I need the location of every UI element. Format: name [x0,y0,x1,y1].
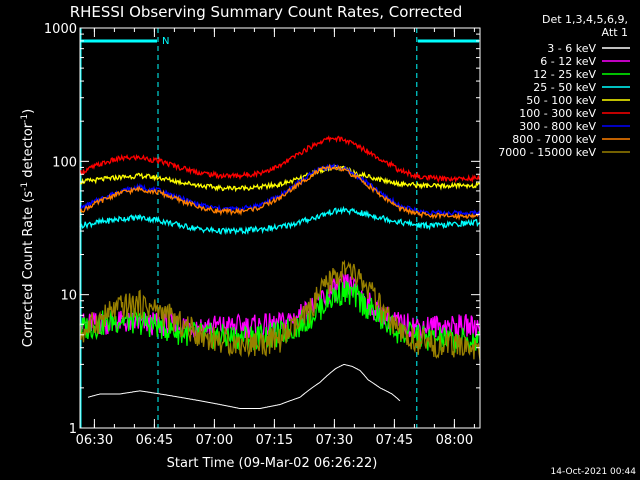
x-tick-label-2: 07:00 [196,433,233,448]
x-axis-label: Start Time (09-Mar-02 06:26:22) [167,456,378,471]
legend-label-8: 7000 - 15000 keV [498,146,596,159]
series-group [79,135,481,409]
night-marker-label: N [162,36,169,47]
y-label-part1: Corrected Count Rate (s [21,191,36,348]
x-axis: 06:30 06:45 07:00 07:15 07:30 07:45 08:00 [76,28,475,448]
x-tick-label-0: 06:30 [76,433,113,448]
y-label-sup2: -1 [20,114,30,123]
legend-label-2: 12 - 25 keV [533,68,596,81]
y-axis-label: Corrected Count Rate (s-1 detector-1) [20,109,36,347]
legend-label-0: 3 - 6 keV [547,42,596,55]
legend-label-6: 300 - 800 keV [519,120,596,133]
y-label-sup1: -1 [20,182,30,191]
y-tick-label-2: 100 [52,155,77,170]
x-tick-label-5: 07:45 [376,433,413,448]
legend-label-4: 50 - 100 keV [526,94,596,107]
legend-label-5: 100 - 300 keV [519,107,596,120]
night-markers: N [80,28,479,428]
series-line-0 [87,364,401,409]
y-tick-label-0: 1 [69,422,77,437]
chart-title: RHESSI Observing Summary Count Rates, Co… [70,3,463,21]
series-line-5 [79,135,481,184]
y-axis: 1 10 100 1000 [44,22,480,437]
series-line-7 [79,163,481,221]
x-tick-label-3: 07:15 [256,433,293,448]
series-line-4 [79,164,481,193]
series-line-6 [79,163,481,218]
series-line-8 [79,259,481,360]
legend-header-1: Det 1,3,4,5,6,9, [542,13,628,26]
y-label-part2: detector [21,122,36,182]
y-tick-label-1: 10 [60,289,77,304]
legend-label-1: 6 - 12 keV [540,55,596,68]
plot-frame [79,27,481,429]
legend-label-3: 25 - 50 keV [533,81,596,94]
x-tick-label-6: 08:00 [436,433,473,448]
x-tick-label-4: 07:30 [316,433,353,448]
y-label-part3: ) [21,109,36,114]
timestamp: 14-Oct-2021 00:44 [551,467,637,477]
series-line-1 [79,271,481,341]
legend-header-2: Att 1 [602,26,628,39]
series-line-3 [79,205,481,236]
y-tick-label-3: 1000 [44,22,77,37]
x-tick-label-1: 06:45 [136,433,173,448]
legend-label-7: 800 - 7000 keV [512,133,596,146]
